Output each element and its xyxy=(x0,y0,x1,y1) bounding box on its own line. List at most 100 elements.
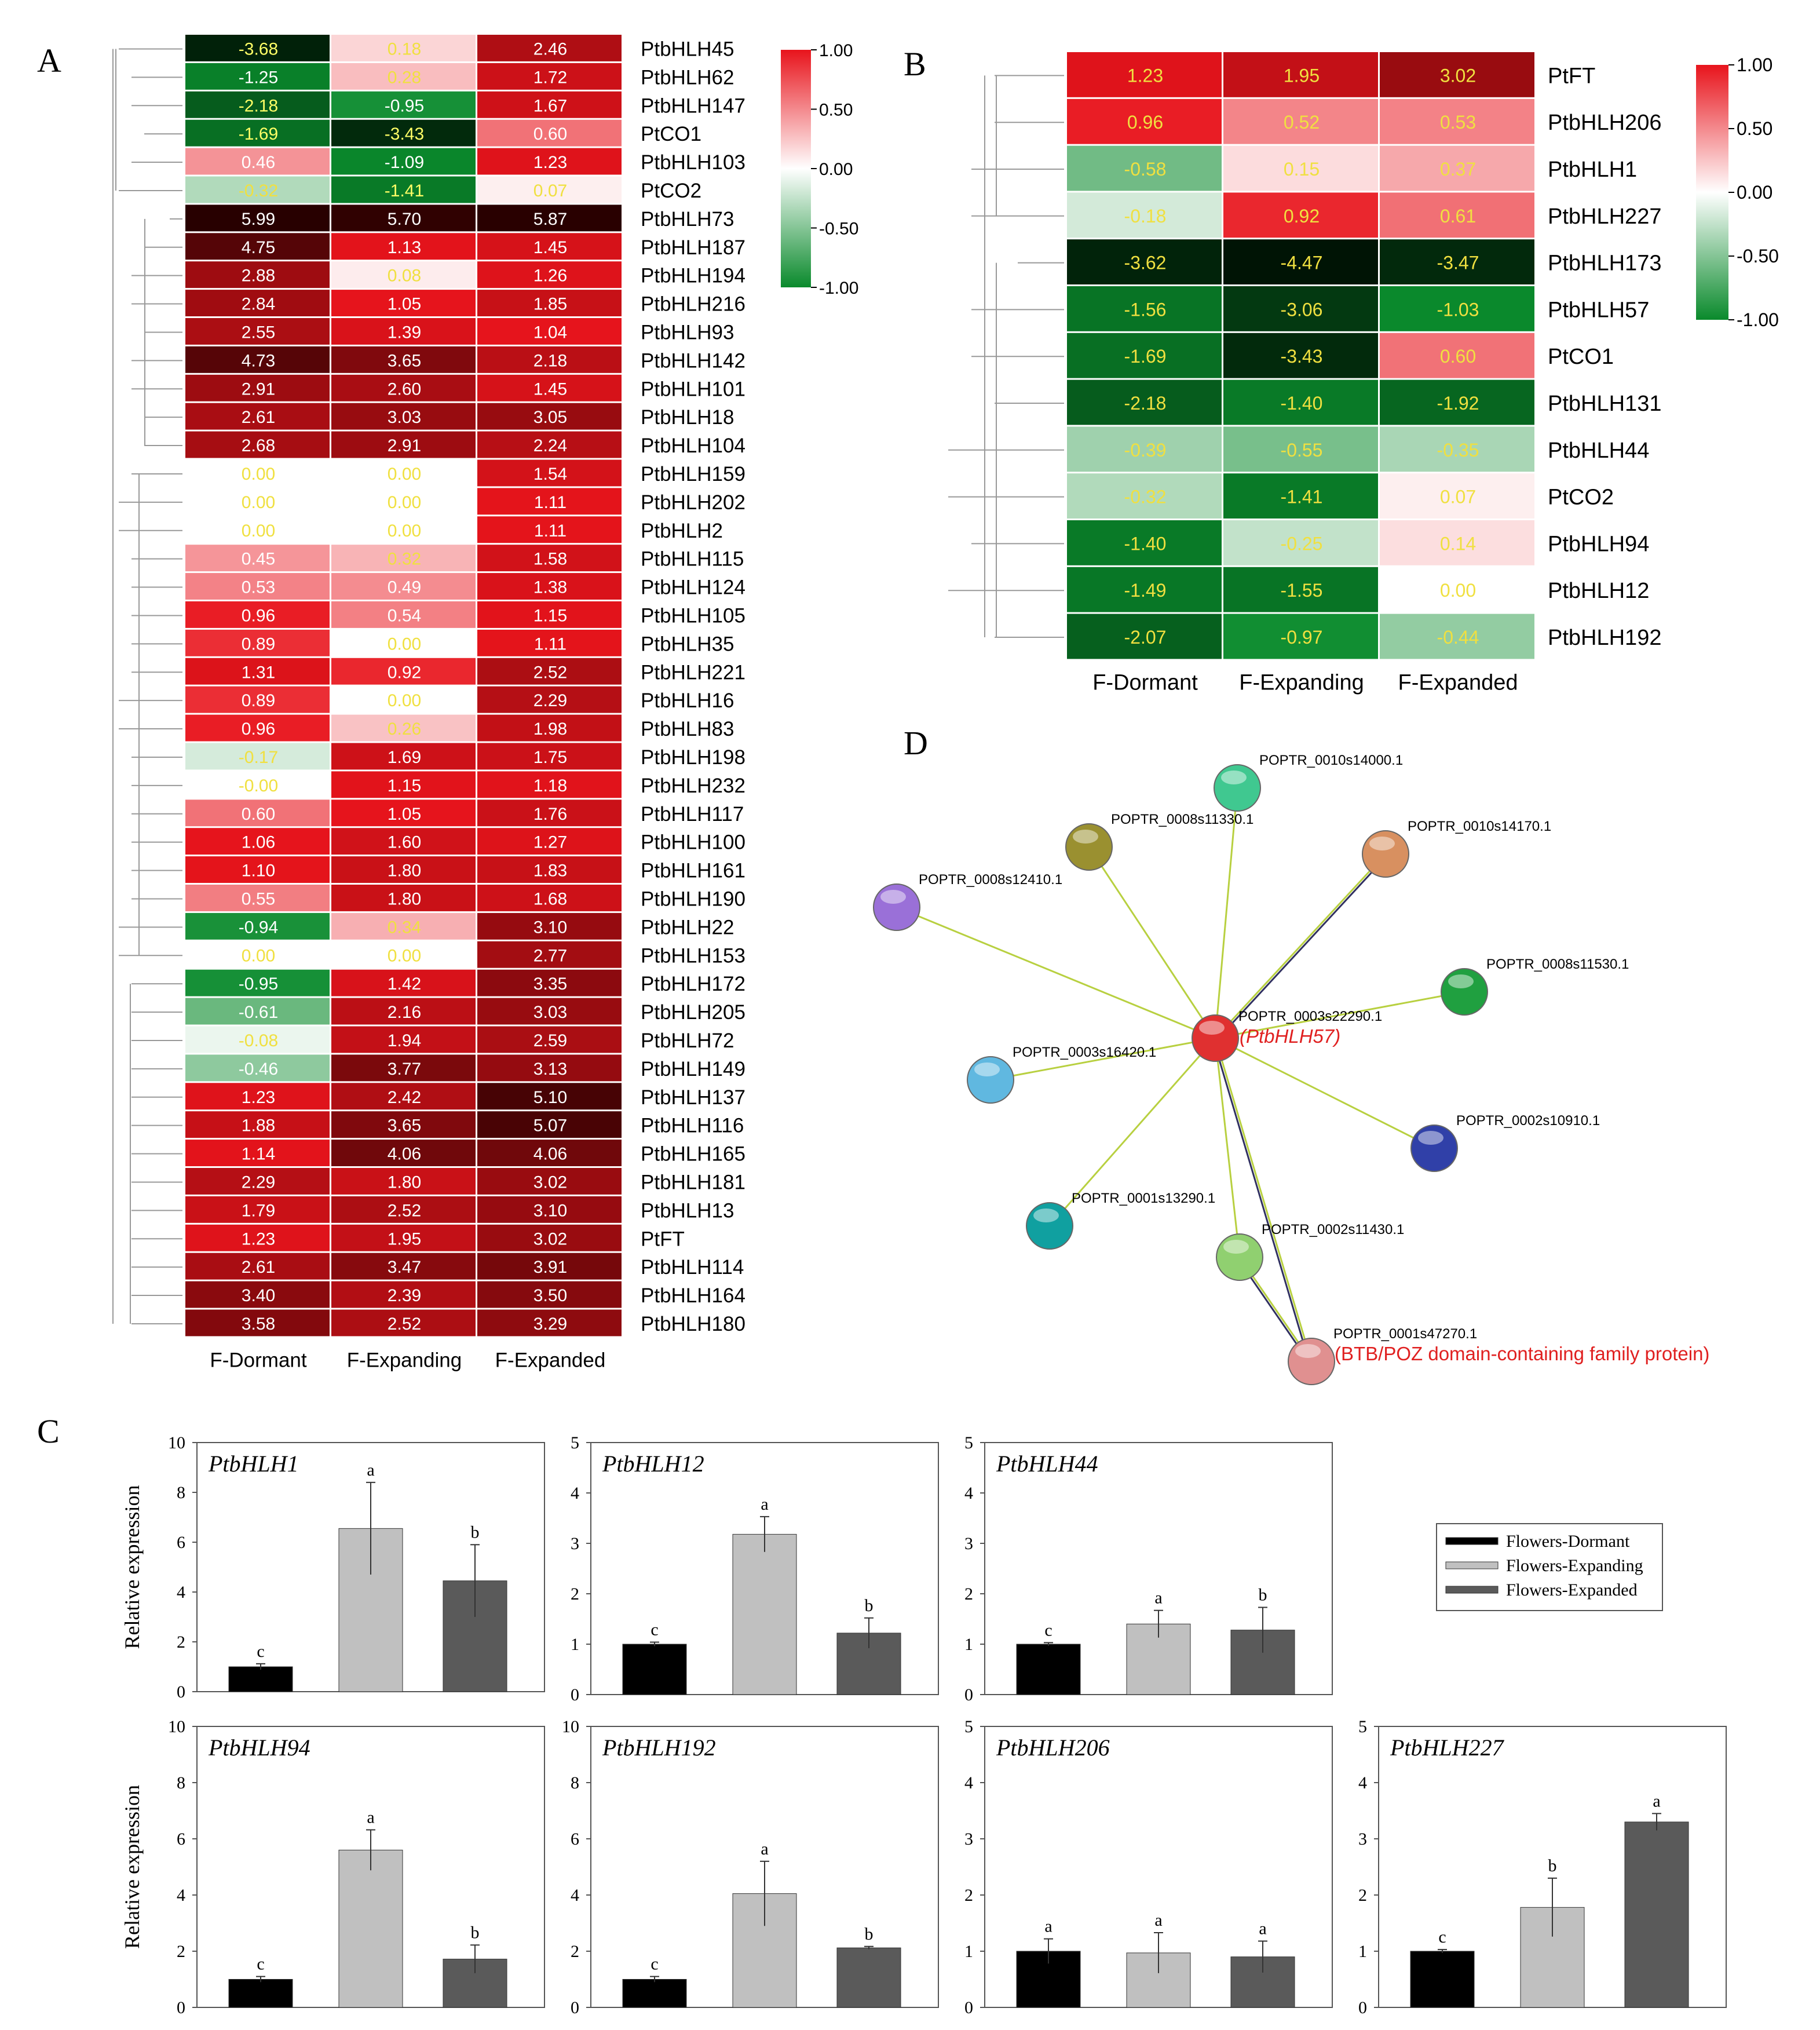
heat-cell xyxy=(477,941,622,968)
row-label: PtbHLH153 xyxy=(641,944,745,967)
row-label: PtCO1 xyxy=(1548,345,1614,369)
heat-cell-value: 2.77 xyxy=(533,946,567,965)
gene-title: PtbHLH192 xyxy=(602,1735,716,1761)
heat-cell xyxy=(331,1196,476,1223)
heat-cell xyxy=(1067,567,1222,612)
significance-letter: c xyxy=(650,1620,658,1640)
heat-cell xyxy=(477,35,622,61)
significance-letter: a xyxy=(1259,1919,1266,1938)
y-tick-label: 2 xyxy=(1358,1886,1367,1905)
heat-cell-value: -3.43 xyxy=(1281,346,1323,367)
heat-cell-value: 1.05 xyxy=(388,805,421,824)
heat-cell-value: 1.26 xyxy=(533,266,567,286)
heat-cell xyxy=(185,658,330,685)
colorbar xyxy=(1696,65,1728,320)
node-label: POPTR_0002s11430.1 xyxy=(1262,1222,1404,1237)
heat-cell-value: 3.65 xyxy=(388,1116,421,1136)
row-label: PtbHLH35 xyxy=(641,633,734,655)
node-highlight xyxy=(1223,1240,1249,1254)
heat-cell xyxy=(1380,239,1534,284)
significance-letter: b xyxy=(1548,1856,1557,1875)
row-label: PtbHLH172 xyxy=(641,973,745,995)
heat-cell xyxy=(331,998,476,1025)
heat-cell-value: 3.02 xyxy=(1440,65,1476,86)
network-node: POPTR_0002s11430.1 xyxy=(1216,1222,1404,1281)
heat-cell xyxy=(1067,379,1222,425)
node-highlight xyxy=(1448,974,1474,988)
heat-cell-value: 0.96 xyxy=(242,720,275,739)
heat-cell xyxy=(185,290,330,316)
heat-cell-value: -1.55 xyxy=(1281,580,1323,601)
node-circle xyxy=(1192,1014,1239,1062)
heat-cell xyxy=(185,176,330,203)
heat-cell xyxy=(477,318,622,345)
heat-cell-value: 1.04 xyxy=(533,323,567,342)
heat-cell-value: 0.15 xyxy=(1284,159,1320,180)
heat-cell xyxy=(1067,614,1222,659)
heat-cell xyxy=(1380,379,1534,425)
heat-cell-value: -0.61 xyxy=(239,1003,278,1022)
node-label: POPTR_0001s47270.1 xyxy=(1333,1326,1477,1342)
significance-letter: a xyxy=(1044,1917,1052,1936)
heat-cell xyxy=(1223,520,1378,565)
node-circle xyxy=(873,883,920,931)
heat-cell xyxy=(477,912,622,940)
heat-cell xyxy=(331,1224,476,1251)
gene-title: PtbHLH12 xyxy=(602,1451,704,1477)
network-node: POPTR_0001s13290.1 xyxy=(1026,1191,1215,1250)
heat-cell xyxy=(331,1026,476,1053)
heat-cell-value: 0.52 xyxy=(1284,112,1320,133)
node-circle xyxy=(1216,1233,1263,1281)
heat-cell xyxy=(1380,473,1534,519)
heat-cell-value: 1.06 xyxy=(242,833,275,852)
heat-cell-value: 3.40 xyxy=(242,1286,275,1305)
heat-cell-value: 2.84 xyxy=(242,295,275,314)
heat-cell-value: -3.43 xyxy=(385,125,424,144)
significance-letter: c xyxy=(650,1955,658,1974)
heat-cell-value: 1.23 xyxy=(533,153,567,172)
heat-cell xyxy=(1223,98,1378,144)
heat-cell xyxy=(331,261,476,289)
heat-cell xyxy=(185,1083,330,1110)
heat-cell xyxy=(331,233,476,260)
heat-cell-value: -0.44 xyxy=(1437,627,1479,648)
heat-cell xyxy=(331,1054,476,1082)
row-label: PtbHLH190 xyxy=(641,888,745,910)
heat-cell xyxy=(331,573,476,600)
row-label: PtbHLH105 xyxy=(641,604,745,627)
heat-cell-value: 0.92 xyxy=(1284,206,1320,227)
heat-cell-value: 0.18 xyxy=(388,39,421,59)
y-tick-label: 8 xyxy=(177,1483,185,1502)
heat-cell xyxy=(477,233,622,260)
heat-cell xyxy=(477,1054,622,1082)
heat-cell xyxy=(1067,286,1222,331)
heat-cell-value: -0.94 xyxy=(239,918,278,937)
heat-cell-value: 3.29 xyxy=(533,1315,567,1334)
node-highlight xyxy=(1073,830,1098,844)
heat-cell xyxy=(477,799,622,827)
y-tick-label: 0 xyxy=(571,1685,579,1704)
y-tick-label: 6 xyxy=(177,1830,185,1849)
significance-letter: a xyxy=(1653,1791,1660,1810)
heat-cell-value: 1.11 xyxy=(534,493,567,512)
heat-cell-value: 0.00 xyxy=(1440,580,1476,601)
heat-cell-value: 0.49 xyxy=(388,578,421,597)
heat-cell-value: 0.34 xyxy=(388,918,421,937)
heat-cell-value: 1.23 xyxy=(1127,65,1163,86)
y-tick-label: 5 xyxy=(964,1717,973,1736)
heat-cell-value: 1.27 xyxy=(533,833,567,852)
node-circle xyxy=(1362,830,1409,878)
heat-cell xyxy=(185,1111,330,1138)
y-tick-label: 4 xyxy=(571,1484,579,1503)
heat-cell-value: 0.00 xyxy=(242,493,275,512)
row-label: PtbHLH22 xyxy=(641,916,734,939)
significance-letter: b xyxy=(471,1522,480,1542)
heat-cell-value: 0.07 xyxy=(533,181,567,200)
heat-cell xyxy=(185,856,330,883)
heat-cell-value: -1.41 xyxy=(1281,487,1323,508)
heat-cell-value: 0.60 xyxy=(1440,346,1476,367)
heat-cell-value: -0.46 xyxy=(239,1060,278,1079)
row-label: PtbHLH147 xyxy=(641,94,745,117)
heat-cell xyxy=(331,176,476,203)
heat-cell-value: 2.60 xyxy=(388,379,421,399)
